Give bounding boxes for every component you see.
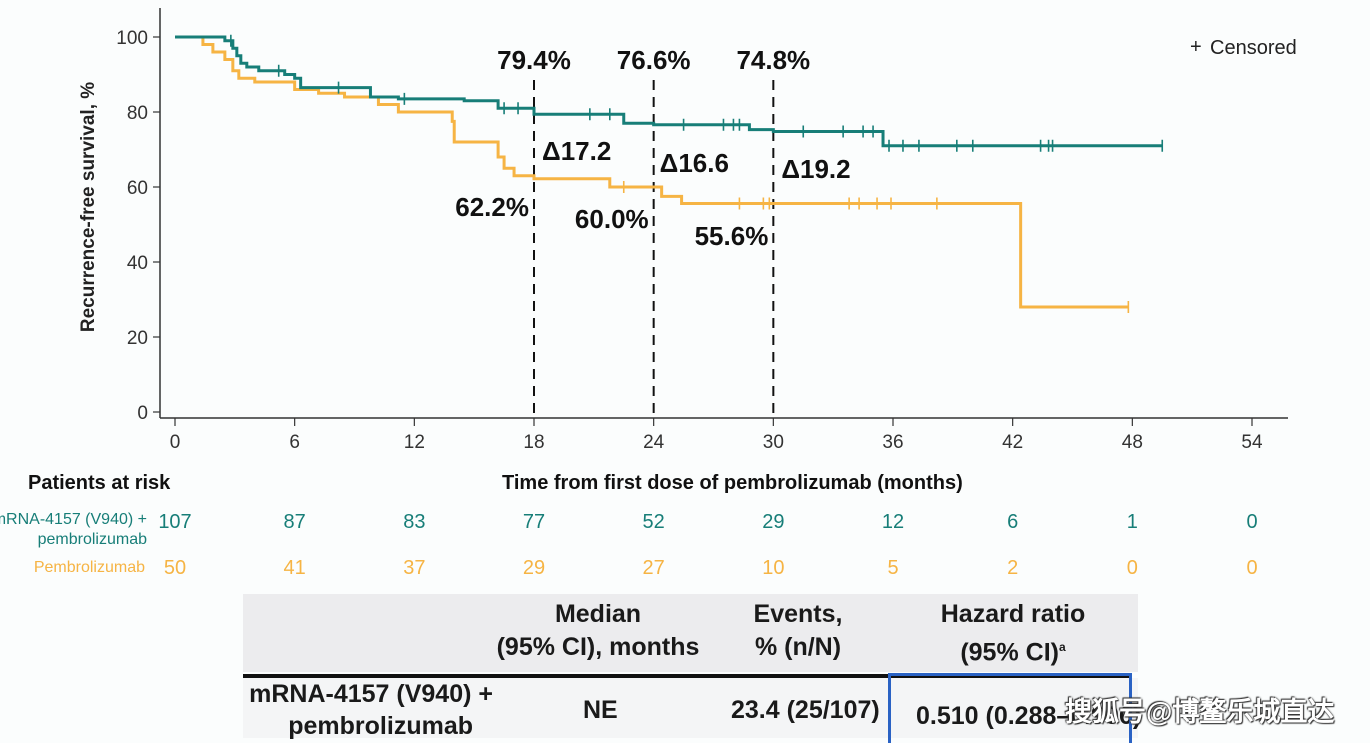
y-tick-label: 0 <box>137 403 148 424</box>
risk-count: 41 <box>283 557 306 579</box>
reference-top-label: 76.6% <box>617 45 691 75</box>
risk-count: 29 <box>522 557 546 579</box>
table-rule <box>243 674 1130 678</box>
reference-lines: 79.4% Δ17.2 62.2% 76.6% Δ16.6 60.0% 74.8% Δ19.2… <box>455 45 851 418</box>
x-tick-label: 6 <box>289 432 300 453</box>
risk-count: 27 <box>642 557 665 579</box>
survival-step-line <box>175 35 1129 309</box>
y-axis-label: Recurrence-free survival, % <box>78 82 99 332</box>
hazard-ratio-value: 0.510 (0.288–0.906) <box>916 702 1142 730</box>
median-value: NE <box>583 696 618 724</box>
hazard-ratio-highlight <box>888 673 1132 743</box>
legend-censored-label: Censored <box>1210 37 1297 59</box>
risk-count: 10 <box>762 557 785 579</box>
risk-count: 1 <box>1126 511 1138 533</box>
risk-count: 5 <box>887 557 899 579</box>
x-tick-label: 54 <box>1241 432 1263 453</box>
reference-delta-label: Δ17.2 <box>542 136 611 166</box>
reference-top-label: 79.4% <box>497 45 571 75</box>
events-value: 23.4 (25/107) <box>731 696 880 724</box>
km-chart: Recurrence-free survival, % 020406080100… <box>78 8 1297 453</box>
curve-combination <box>175 34 1164 152</box>
x-tick-label: 42 <box>1002 432 1023 453</box>
risk-count: 52 <box>642 511 665 533</box>
header-hr-line2-text: (95% CI) <box>960 638 1059 667</box>
y-tick-label: 100 <box>116 28 148 49</box>
arm-label-line2: pembrolizumab <box>288 712 473 740</box>
summary-table: Median (95% CI), months Events, % (n/N) … <box>243 594 1142 743</box>
reference-bottom-label: 62.2% <box>455 192 529 222</box>
x-tick-label: 0 <box>170 432 181 453</box>
risk-count: 29 <box>762 511 785 533</box>
y-tick-label: 40 <box>127 253 148 274</box>
x-tick-label: 18 <box>523 432 544 453</box>
legend: + Censored <box>1190 36 1297 59</box>
curve-pembrolizumab <box>175 35 1130 313</box>
risk-count: 2 <box>1007 557 1019 579</box>
y-tick-label: 80 <box>127 103 148 124</box>
reference-delta-label: Δ16.6 <box>660 148 729 178</box>
risk-count: 0 <box>1246 557 1258 579</box>
header-events-line1: Events, <box>753 600 843 628</box>
header-hr-footnote: a <box>1058 640 1066 654</box>
summary-table-row: mRNA-4157 (V940) + pembrolizumab NE 23.4… <box>243 678 1142 740</box>
x-axis-label: Time from first dose of pembrolizumab (m… <box>502 472 963 494</box>
risk-row-label: Pembrolizumab <box>33 559 145 576</box>
x-tick-label: 36 <box>882 432 903 453</box>
summary-table-header: Median (95% CI), months Events, % (n/N) … <box>243 594 1138 672</box>
x-ticks: 0 6 12 18 24 30 36 42 48 54 <box>170 418 1263 453</box>
reference-bottom-label: 60.0% <box>575 204 649 234</box>
risk-row-label: mRNA-4157 (V940) + pembrolizumab <box>0 510 147 550</box>
risk-count: 0 <box>1126 557 1138 579</box>
axes <box>159 8 1288 419</box>
header-events-line2: % (n/N) <box>754 633 842 661</box>
watermark: 搜狐号@博鳌乐城直达 <box>1065 697 1335 727</box>
x-tick-label: 48 <box>1122 432 1143 453</box>
x-tick-label: 24 <box>643 432 665 453</box>
risk-count: 0 <box>1246 511 1258 533</box>
risk-count: 12 <box>881 511 905 533</box>
reference-delta-label: Δ19.2 <box>781 154 850 184</box>
header-median-line2: (95% CI), months <box>496 633 700 661</box>
x-tick-label: 30 <box>763 432 784 453</box>
risk-row-label-line1: mRNA-4157 (V940) + <box>0 511 147 528</box>
survival-curves <box>175 34 1164 313</box>
risk-count: 6 <box>1007 511 1019 533</box>
header-median: Median (95% CI), months <box>473 598 723 664</box>
reference-top-label: 74.8% <box>736 45 810 75</box>
risk-row-label-line2: pembrolizumab <box>37 531 147 548</box>
risk-count: 107 <box>158 511 192 533</box>
legend-censor-symbol: + <box>1190 36 1202 58</box>
risk-count: 77 <box>522 511 546 533</box>
survival-step-line <box>175 35 1163 148</box>
risk-table-title: Patients at risk <box>28 472 171 494</box>
arm-label-line1: mRNA-4157 (V940) + <box>249 680 493 708</box>
header-events: Events, % (n/N) <box>713 598 883 664</box>
header-hr-line2: (95% CI)a <box>893 631 1133 669</box>
y-tick-label: 60 <box>127 178 148 199</box>
header-hr-line1: Hazard ratio <box>940 600 1086 628</box>
risk-count: 37 <box>403 557 426 579</box>
x-tick-label: 12 <box>404 432 425 453</box>
arm-label: mRNA-4157 (V940) + pembrolizumab <box>249 678 493 742</box>
y-ticks: 0 20 40 60 80 100 <box>116 28 160 424</box>
header-hazard-ratio: Hazard ratio (95% CI)a <box>893 598 1133 669</box>
risk-count: 87 <box>283 511 306 533</box>
y-tick-label: 20 <box>127 328 148 349</box>
header-median-line1: Median <box>554 600 642 628</box>
risk-count: 83 <box>403 511 426 533</box>
risk-count: 50 <box>163 557 187 579</box>
reference-bottom-label: 55.6% <box>695 221 769 251</box>
